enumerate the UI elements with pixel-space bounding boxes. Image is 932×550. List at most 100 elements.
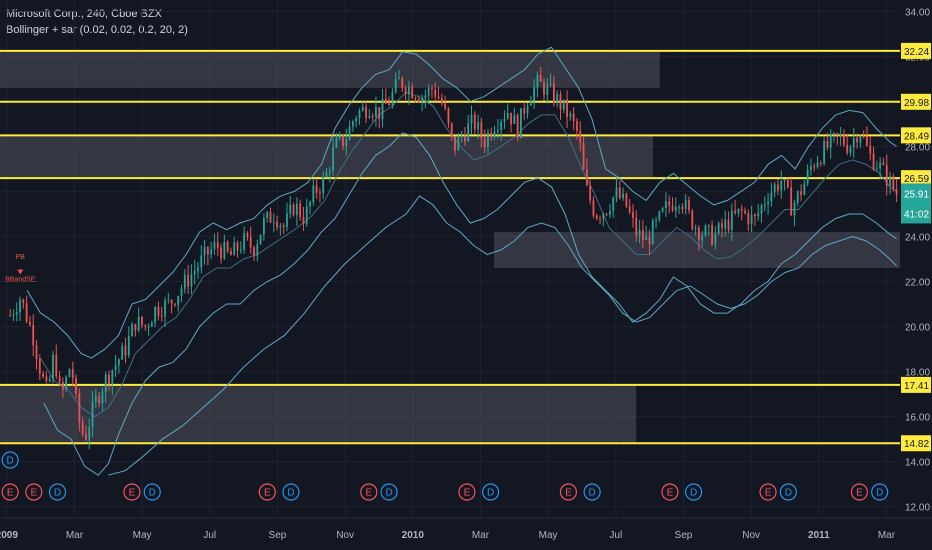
- earnings-marker[interactable]: E: [850, 483, 868, 501]
- candle-body: [384, 98, 387, 104]
- candle-body: [239, 249, 242, 251]
- dividend-marker[interactable]: D: [779, 483, 797, 501]
- candle-body: [98, 395, 101, 404]
- earnings-icon[interactable]: [258, 483, 276, 501]
- dividend-marker[interactable]: D: [685, 483, 703, 501]
- earnings-icon[interactable]: [559, 483, 578, 501]
- dividend-icon[interactable]: [380, 483, 398, 501]
- dividend-marker[interactable]: D: [380, 483, 398, 501]
- candle-body: [882, 162, 885, 165]
- candle-body: [144, 325, 147, 327]
- candle-body: [206, 246, 209, 255]
- dividend-marker[interactable]: D: [482, 483, 500, 501]
- earnings-marker[interactable]: E: [258, 483, 276, 501]
- dividend-icon[interactable]: [143, 483, 161, 501]
- candle-body: [487, 132, 489, 148]
- dividend-icon[interactable]: [685, 483, 703, 501]
- earnings-marker[interactable]: E: [25, 483, 43, 501]
- level-price-tag-bg[interactable]: [901, 127, 931, 144]
- candle-body: [160, 315, 163, 317]
- candle-body: [632, 212, 634, 218]
- candle-body: [760, 205, 763, 214]
- dividend-icon[interactable]: [1, 451, 19, 469]
- candle-body: [223, 242, 226, 259]
- level-price-tag-bg[interactable]: [901, 42, 931, 59]
- candle-body: [612, 197, 615, 212]
- earnings-icon[interactable]: [661, 483, 679, 501]
- dividend-icon[interactable]: [779, 483, 797, 501]
- time-tick-label: 2011: [808, 530, 830, 541]
- marker-letter: D: [487, 488, 494, 499]
- candle-body: [523, 108, 526, 114]
- earnings-marker[interactable]: E: [360, 483, 378, 501]
- candle-body: [543, 81, 545, 95]
- candle-body: [539, 74, 542, 82]
- marker-letter: E: [667, 488, 674, 499]
- earnings-icon[interactable]: [123, 483, 141, 501]
- level-price-tag: 26.59: [904, 174, 929, 185]
- earnings-icon[interactable]: [850, 483, 868, 501]
- candle-body: [210, 249, 213, 255]
- level-price-tag-bg[interactable]: [901, 376, 931, 393]
- earnings-icon[interactable]: [759, 483, 777, 501]
- last-price-value: 25.91: [904, 189, 929, 200]
- dividend-marker[interactable]: D: [1, 451, 19, 469]
- dividend-icon[interactable]: [48, 483, 67, 501]
- earnings-icon[interactable]: [360, 483, 378, 501]
- level-price-tag-bg[interactable]: [901, 170, 931, 187]
- dividend-icon[interactable]: [871, 483, 889, 501]
- dividend-icon[interactable]: [482, 483, 500, 501]
- price-tick-label: 28.00: [905, 142, 930, 153]
- level-price-tag-bg[interactable]: [901, 435, 931, 452]
- earnings-marker[interactable]: E: [559, 483, 578, 501]
- candle-body: [566, 99, 568, 117]
- price-axis-bg: [900, 0, 932, 550]
- earnings-icon[interactable]: [1, 483, 19, 501]
- countdown-timer: 41:02: [904, 209, 929, 220]
- last-price-tag-bg[interactable]: [901, 183, 931, 224]
- earnings-marker[interactable]: E: [1, 483, 19, 501]
- candle-body: [559, 94, 562, 110]
- dividend-marker[interactable]: D: [143, 483, 161, 501]
- candle-body: [351, 121, 354, 127]
- candle-body: [121, 345, 124, 360]
- earnings-marker[interactable]: E: [759, 483, 777, 501]
- candle-body: [401, 77, 404, 89]
- earnings-marker[interactable]: E: [458, 483, 476, 501]
- level-price-tag-bg[interactable]: [901, 93, 931, 110]
- candle-body: [269, 211, 272, 223]
- candle-body: [816, 162, 819, 168]
- candle-body: [872, 153, 875, 170]
- candle-body: [800, 191, 802, 195]
- marker-letter: E: [765, 488, 772, 499]
- bollinger-upper-line: [26, 46, 897, 359]
- candle-body: [638, 229, 641, 236]
- earnings-icon[interactable]: [25, 483, 43, 501]
- candle-body: [78, 393, 81, 422]
- candle-body: [407, 86, 410, 95]
- dividend-marker[interactable]: D: [583, 483, 601, 501]
- candle-body: [32, 324, 35, 346]
- candles: [9, 67, 898, 450]
- level-price-tag: 32.24: [904, 47, 929, 58]
- marker-letter: E: [129, 488, 136, 499]
- earnings-marker[interactable]: E: [123, 483, 141, 501]
- dividend-icon[interactable]: [282, 483, 300, 501]
- dividend-marker[interactable]: D: [871, 483, 889, 501]
- dividend-icon[interactable]: [583, 483, 601, 501]
- candle-body: [394, 79, 397, 93]
- candle-body: [737, 208, 740, 213]
- candle-body: [605, 213, 608, 215]
- candle-body: [493, 131, 496, 137]
- earnings-icon[interactable]: [458, 483, 476, 501]
- dividend-marker[interactable]: D: [48, 483, 67, 501]
- sar-arrow-icon: [17, 269, 24, 275]
- dividend-marker[interactable]: D: [282, 483, 300, 501]
- candle-body: [183, 274, 186, 289]
- candle-body: [9, 315, 12, 317]
- candle-body: [757, 213, 760, 217]
- candle-body: [22, 299, 25, 304]
- earnings-marker[interactable]: E: [661, 483, 679, 501]
